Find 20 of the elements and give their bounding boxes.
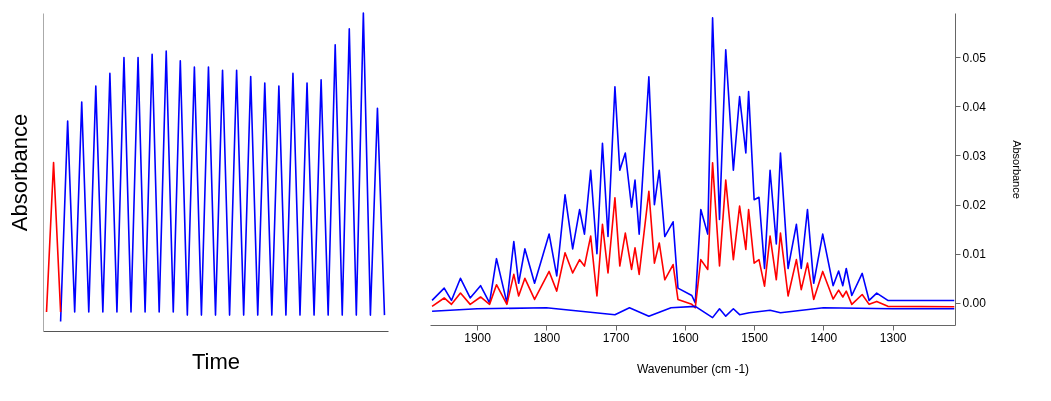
x-tick-label: 1600: [672, 330, 700, 345]
y-tick-label: 0.01: [962, 247, 987, 262]
y-tick-label: 0.00: [962, 296, 987, 311]
y-axis-title: Absorbance: [1010, 140, 1023, 199]
x-tick-label: 1300: [879, 330, 907, 345]
x-tick-label: 1500: [741, 330, 769, 345]
y-tick-label: 0.05: [962, 50, 987, 65]
y-tick-label: 0.04: [962, 99, 987, 114]
x-axis-title: Wavenumber (cm -1): [636, 361, 750, 376]
y-tick-label: 0.03: [962, 148, 987, 163]
x-tick-label: 1900: [464, 330, 492, 345]
x-tick-label: 1400: [810, 330, 838, 345]
y-axis-title: Absorbance: [6, 113, 32, 232]
x-axis-title: Time: [191, 348, 241, 374]
x-tick-label: 1800: [533, 330, 561, 345]
line-series: [431, 17, 956, 304]
line-series: [431, 305, 956, 319]
line-series: [431, 162, 956, 309]
x-tick-label: 1700: [602, 330, 630, 345]
y-tick-label: 0.02: [962, 198, 987, 213]
